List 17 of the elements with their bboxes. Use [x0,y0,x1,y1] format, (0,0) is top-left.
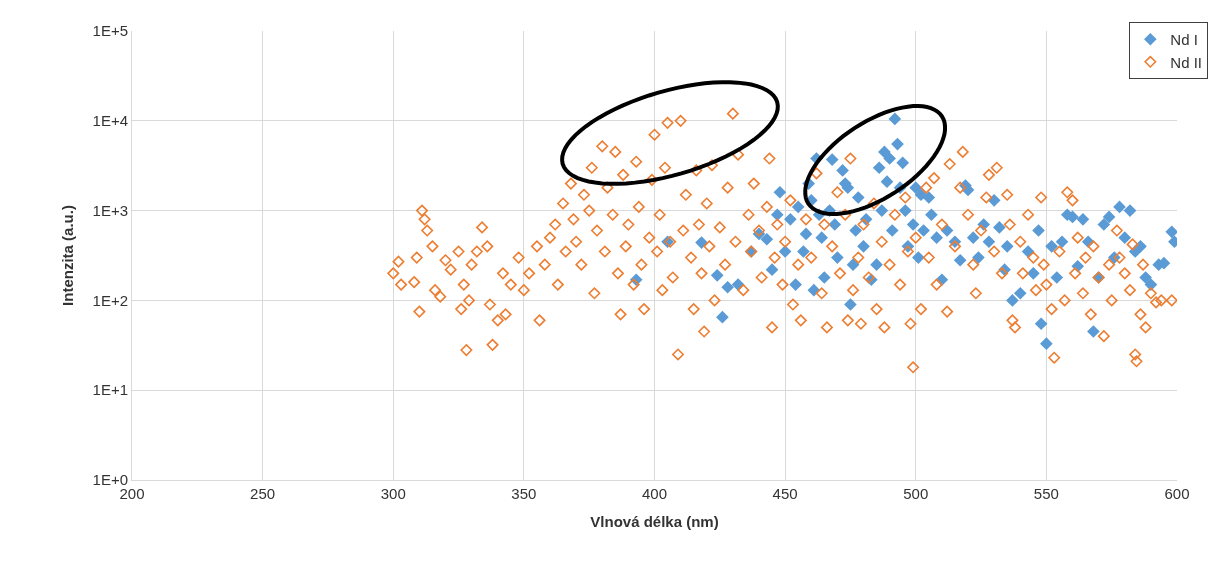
x-tick-label: 250 [250,485,276,502]
x-tick-label: 600 [1164,485,1190,502]
y-tick-label: 1E+5 [92,22,128,40]
y-tick-label: 1E+4 [92,112,128,130]
y-tick-label: 1E+3 [92,201,128,219]
x-axis-title: Vlnová délka (nm) [590,513,719,530]
y-tick-label: 1E+1 [92,381,128,399]
legend-label: Nd II [1170,53,1203,71]
x-tick-label: 450 [772,485,798,502]
y-tick-label: 1E+2 [92,291,128,309]
y-axis-title: Intenzita (a.u.) [58,205,76,306]
x-tick-label: 300 [380,485,406,502]
x-tick-label: 400 [641,485,668,502]
x-tick-label: 550 [1033,485,1059,502]
x-tick-label: 500 [903,485,929,502]
legend-label: Nd I [1170,31,1198,49]
x-tick-label: 350 [511,485,537,502]
